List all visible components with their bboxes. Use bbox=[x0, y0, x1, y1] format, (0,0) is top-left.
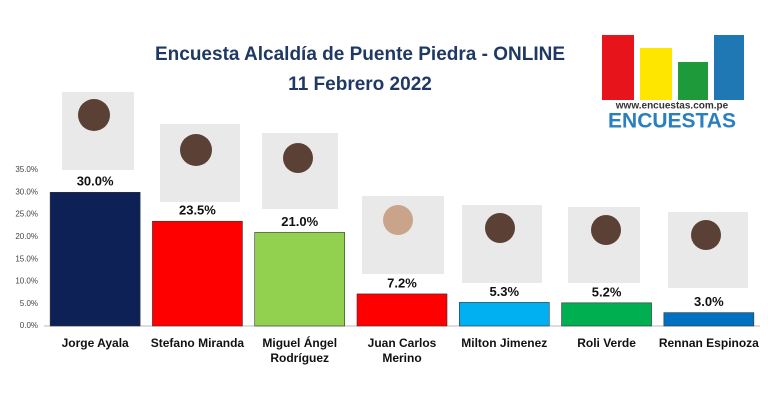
value-label: 5.3% bbox=[489, 284, 519, 299]
value-label: 21.0% bbox=[281, 214, 318, 229]
logo-bar bbox=[602, 35, 634, 100]
photo-face bbox=[383, 205, 413, 235]
x-tick-label: Juan Carlos Merino bbox=[367, 336, 437, 365]
photo-face bbox=[180, 134, 212, 166]
y-tick-label: 5.0% bbox=[20, 299, 38, 308]
bar bbox=[356, 293, 448, 327]
bar bbox=[49, 191, 141, 327]
value-label: 5.2% bbox=[592, 284, 622, 299]
bar bbox=[561, 302, 652, 327]
y-tick-label: 20.0% bbox=[15, 232, 38, 241]
photo-face bbox=[78, 99, 110, 131]
value-label: 23.5% bbox=[179, 203, 216, 218]
x-tick-label: Milton Jimenez bbox=[461, 336, 548, 350]
chart-title: Encuesta Alcaldía de Puente Piedra - ONL… bbox=[155, 44, 565, 65]
value-label: 30.0% bbox=[77, 174, 114, 189]
logo: www.encuestas.com.pe ENCUESTAS bbox=[602, 35, 744, 133]
photo-face bbox=[283, 143, 313, 173]
photo-face bbox=[485, 213, 515, 243]
logo-url: www.encuestas.com.pe bbox=[615, 101, 729, 112]
x-tick-label: Roli Verde bbox=[577, 336, 636, 350]
bar bbox=[254, 232, 346, 327]
logo-bar bbox=[714, 35, 744, 100]
y-tick-label: 0.0% bbox=[20, 321, 38, 330]
value-label: 3.0% bbox=[694, 294, 724, 309]
y-tick-label: 10.0% bbox=[15, 277, 38, 286]
logo-name: ENCUESTAS bbox=[608, 110, 736, 133]
x-tick-label: Rennan Espinoza bbox=[658, 336, 759, 350]
x-tick-label: Jorge Ayala bbox=[61, 336, 129, 350]
y-tick-label: 25.0% bbox=[15, 210, 38, 219]
bar bbox=[458, 302, 550, 327]
photos bbox=[62, 92, 748, 288]
y-tick-label: 30.0% bbox=[15, 187, 38, 196]
bar bbox=[152, 220, 243, 327]
photo-face bbox=[591, 215, 621, 245]
value-label: 7.2% bbox=[387, 275, 417, 290]
logo-bar bbox=[678, 62, 708, 100]
y-tick-label: 15.0% bbox=[15, 254, 38, 263]
x-tick-label: Miguel Ángel Rodríguez bbox=[262, 336, 338, 365]
photo-face bbox=[691, 220, 721, 250]
bar bbox=[663, 312, 755, 327]
logo-bar bbox=[640, 48, 672, 100]
x-tick-label: Stefano Miranda bbox=[150, 336, 245, 350]
chart-subtitle: 11 Febrero 2022 bbox=[288, 74, 432, 95]
y-tick-label: 35.0% bbox=[15, 165, 38, 174]
